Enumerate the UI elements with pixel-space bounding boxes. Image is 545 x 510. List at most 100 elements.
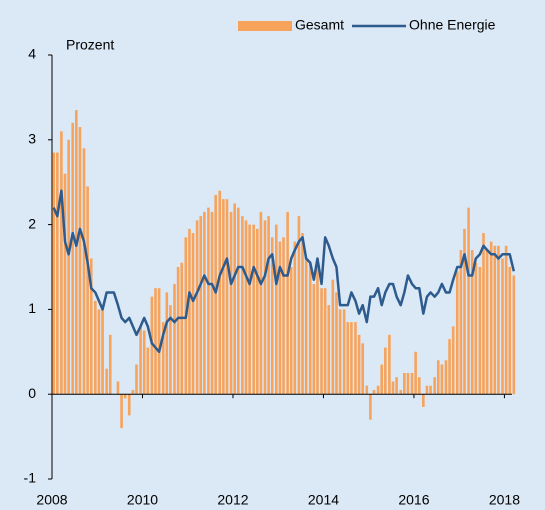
bar xyxy=(467,207,470,395)
bar xyxy=(357,334,361,395)
bar xyxy=(180,262,184,395)
bar xyxy=(406,373,410,395)
bar xyxy=(478,267,482,395)
bar xyxy=(335,292,338,395)
bar xyxy=(210,211,214,395)
bar xyxy=(301,233,304,395)
bar xyxy=(67,139,70,395)
bar xyxy=(191,233,195,395)
bar xyxy=(395,377,398,395)
bar xyxy=(252,224,255,395)
bar xyxy=(282,237,285,395)
x-tick-label: 2014 xyxy=(308,492,339,508)
bar xyxy=(485,250,489,395)
bar xyxy=(86,186,89,395)
bar xyxy=(451,326,455,395)
bar xyxy=(304,258,308,395)
bar xyxy=(199,216,203,395)
bar xyxy=(380,364,384,395)
bar xyxy=(127,394,131,416)
bar xyxy=(142,330,146,395)
bar xyxy=(214,194,217,395)
bar xyxy=(222,199,225,395)
bar xyxy=(289,267,293,395)
bar xyxy=(493,245,497,395)
x-tick-label: 2018 xyxy=(489,492,520,508)
bar xyxy=(218,190,222,395)
bar xyxy=(388,334,391,395)
bar xyxy=(165,292,169,395)
bar xyxy=(448,339,451,395)
bar xyxy=(233,203,236,395)
y-tick-label: 1 xyxy=(28,300,36,316)
y-axis-label: Prozent xyxy=(66,37,114,53)
bar xyxy=(94,300,97,395)
bar xyxy=(455,271,459,395)
bar xyxy=(504,245,508,395)
bar xyxy=(470,250,474,395)
bar xyxy=(312,283,316,395)
bar xyxy=(120,394,123,429)
line xyxy=(52,189,516,354)
y-tick-label: 0 xyxy=(28,385,36,401)
bar xyxy=(131,389,135,395)
bar xyxy=(425,385,429,395)
bar xyxy=(433,377,436,395)
bar xyxy=(512,275,516,395)
bar xyxy=(105,368,108,395)
bar xyxy=(308,262,312,395)
bar xyxy=(482,233,485,395)
bar xyxy=(501,258,504,395)
bar xyxy=(399,389,403,395)
bar xyxy=(346,322,350,395)
bar xyxy=(63,173,67,395)
y-tick-label: 3 xyxy=(28,131,36,147)
legend-swatch xyxy=(238,21,292,31)
y-tick-label: 4 xyxy=(28,46,36,62)
bar xyxy=(316,258,319,395)
bar xyxy=(293,241,297,395)
bar xyxy=(338,309,342,395)
bar xyxy=(78,127,82,395)
bar xyxy=(459,250,463,395)
y-tick-label: 2 xyxy=(28,215,36,231)
bar xyxy=(350,322,353,395)
bar xyxy=(278,241,282,395)
bar xyxy=(365,385,369,395)
bar xyxy=(361,343,365,395)
bar xyxy=(157,288,161,395)
bar xyxy=(108,334,112,395)
bar xyxy=(75,110,78,395)
bar xyxy=(241,216,244,395)
bar xyxy=(274,224,278,395)
bar xyxy=(71,122,75,395)
legend-label: Gesamt xyxy=(295,17,344,33)
bar xyxy=(414,351,417,395)
bar xyxy=(331,279,335,395)
bar xyxy=(403,373,406,395)
bar xyxy=(267,216,270,395)
bar xyxy=(56,152,59,395)
bar xyxy=(248,224,251,395)
bar xyxy=(474,262,478,395)
bar xyxy=(429,385,432,395)
bar xyxy=(354,322,357,395)
bar xyxy=(372,389,376,395)
bar xyxy=(123,394,127,399)
bar xyxy=(203,211,206,395)
bar xyxy=(52,152,55,395)
bar xyxy=(173,283,176,395)
bar xyxy=(440,364,444,395)
bar xyxy=(146,347,150,395)
bar xyxy=(342,309,346,395)
bar xyxy=(139,326,142,395)
bar xyxy=(207,207,210,395)
bar xyxy=(263,220,267,395)
bar xyxy=(60,131,63,395)
bar xyxy=(444,360,448,395)
bar xyxy=(327,305,331,395)
bar xyxy=(497,245,500,395)
bar xyxy=(97,309,101,395)
legend-label: Ohne Energie xyxy=(409,17,496,33)
